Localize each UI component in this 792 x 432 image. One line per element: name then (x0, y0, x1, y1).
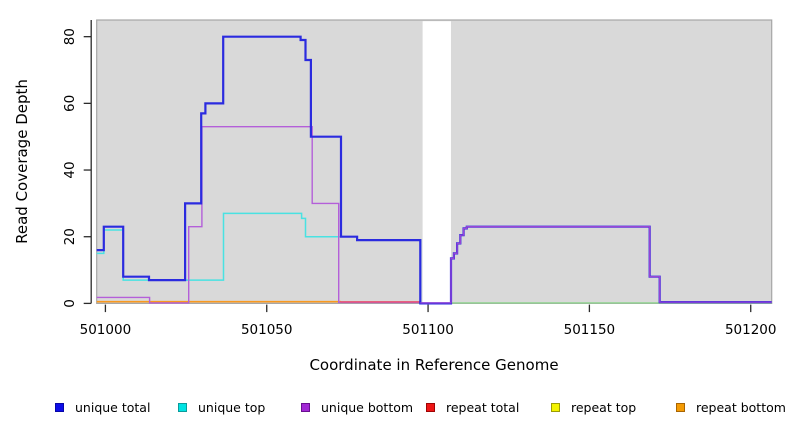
x-tick-label: 501050 (241, 322, 293, 338)
y-tick-label: 80 (62, 28, 78, 45)
axes: 501000 501050 501100 501150 501200 0 20 40 60 80 (62, 20, 777, 338)
line-unique-bottom-post-gap (420, 226, 772, 304)
y-tick-label: 60 (62, 95, 78, 112)
legend-label: repeat top (571, 399, 637, 415)
legend-item-unique-total: unique total (55, 398, 150, 416)
legend-item-unique-top: unique top (178, 398, 265, 416)
legend-label: repeat bottom (696, 399, 786, 415)
repeat-total-swatch-icon (426, 402, 435, 412)
legend-label: unique top (198, 399, 266, 415)
x-tick-label: 501150 (564, 322, 616, 338)
legend: unique total unique top unique bottom repea… (0, 398, 792, 418)
plot-background (96, 19, 773, 304)
x-tick-label: 501100 (402, 322, 454, 338)
no-data-gap (422, 21, 451, 303)
unique-bottom-swatch-icon (301, 402, 310, 412)
y-tick-label: 20 (62, 228, 78, 245)
legend-label: unique total (75, 399, 151, 415)
legend-item-unique-bottom: unique bottom (301, 398, 413, 416)
y-tick-label: 0 (62, 299, 78, 308)
legend-item-repeat-top: repeat top (551, 398, 636, 416)
legend-item-repeat-bottom: repeat bottom (676, 398, 786, 416)
unique-top-swatch-icon (178, 402, 187, 412)
x-tick-label: 501000 (80, 322, 132, 338)
y-tick-label: 40 (62, 161, 78, 178)
legend-label: repeat total (446, 399, 520, 415)
legend-label: unique bottom (321, 399, 414, 415)
legend-item-repeat-total: repeat total (426, 398, 519, 416)
repeat-top-swatch-icon (551, 402, 560, 412)
x-axis-title: Coordinate in Reference Genome (309, 356, 558, 374)
repeat-bottom-swatch-icon (676, 402, 685, 412)
coverage-chart: 501000 501050 501100 501150 501200020406080 … (13, 19, 777, 374)
y-axis-title: Read Coverage Depth (13, 79, 31, 244)
unique-total-swatch-icon (55, 402, 64, 412)
x-tick-label: 501200 (725, 322, 777, 338)
series-lines (96, 35, 772, 305)
